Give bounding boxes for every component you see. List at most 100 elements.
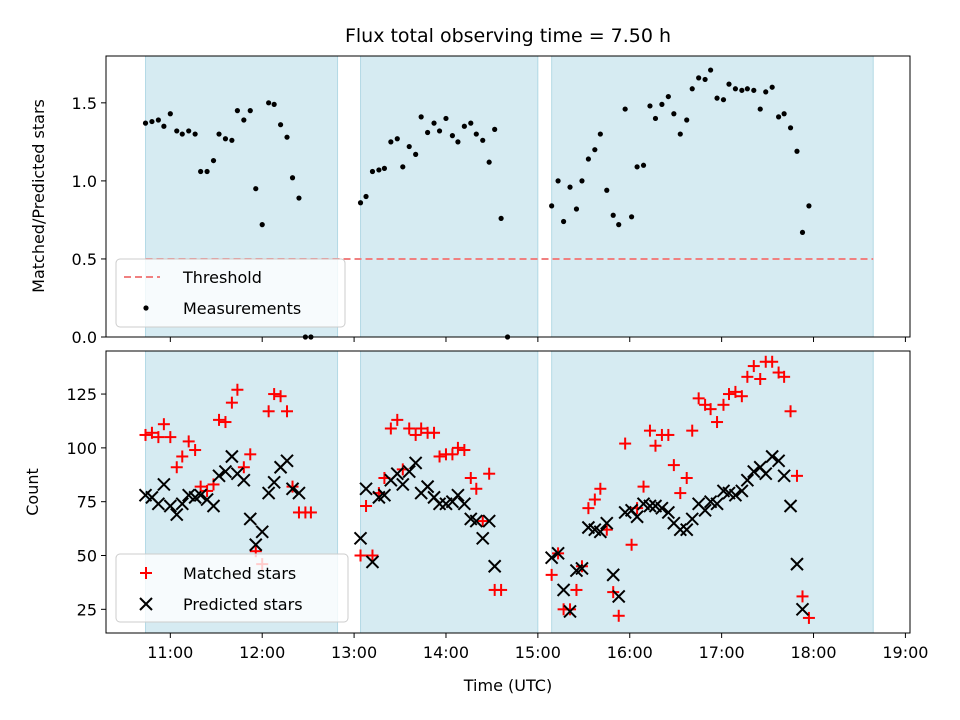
predicted-point-b [261, 486, 276, 500]
measurement-point [480, 137, 486, 143]
predicted-point-b [457, 497, 472, 511]
matched-point [802, 611, 815, 624]
top-y-ticks: 0.0 0.5 1.0 1.5 [72, 94, 106, 347]
measurement-point [149, 118, 155, 125]
predicted-point-b [703, 494, 718, 509]
matched-point [729, 385, 742, 398]
measurement-point [369, 168, 376, 175]
predicted-point-b [390, 466, 404, 481]
observing-window-3 [551, 350, 874, 634]
predicted-point [544, 550, 559, 565]
matched-point [391, 413, 404, 426]
y-tick-label: 0.0 [72, 328, 97, 347]
matched-point [570, 583, 583, 596]
matched-point [189, 444, 202, 457]
predicted-point-b [673, 522, 687, 537]
matched-point [643, 424, 656, 437]
measurement-point [363, 193, 369, 200]
matched-point [778, 370, 791, 383]
predicted-point [280, 454, 294, 468]
predicted-point-b [771, 454, 786, 468]
predicted-point-b [396, 477, 410, 492]
measurement-point [744, 86, 750, 92]
legend-matched-label: Matched stars [183, 564, 296, 583]
measurement-point [204, 168, 210, 175]
predicted-point [225, 449, 239, 464]
measurement-point [555, 178, 561, 184]
measurement-point [498, 215, 504, 221]
matched-point [711, 416, 724, 429]
measurement-point [289, 175, 296, 181]
predicted-point [292, 486, 306, 500]
legend-predicted-swatch [139, 597, 153, 611]
matched-point [747, 360, 760, 373]
predicted-point-b [643, 499, 657, 513]
measurement-point [592, 147, 598, 153]
predicted-point [243, 512, 257, 526]
measurement-point [266, 100, 272, 106]
measurement-point [776, 114, 782, 120]
measurement-point [357, 200, 364, 206]
predicted-point [420, 479, 435, 494]
measurement-point [155, 117, 161, 123]
predicted-point [285, 482, 300, 496]
predicted-point [390, 466, 404, 481]
predicted-point [469, 514, 484, 528]
predicted-point [432, 497, 447, 511]
predicted-point [377, 488, 392, 502]
predicted-point [476, 531, 490, 545]
observing-window-2 [360, 350, 539, 634]
measurement-point [436, 128, 443, 134]
predicted-point-b [212, 469, 226, 483]
predicted-point [643, 499, 657, 513]
predicted-point-b [451, 488, 465, 502]
predicted-point-b [359, 482, 373, 496]
measurement-point [604, 187, 610, 193]
y-tick-label: 0.5 [72, 250, 97, 269]
matched-point [366, 549, 379, 562]
predicted-point [612, 589, 626, 604]
measurement-point [413, 151, 419, 157]
measurement-point [671, 111, 677, 117]
predicted-point [759, 466, 773, 481]
matched-point [680, 472, 693, 485]
measurement-point [425, 129, 431, 136]
matched-point [464, 472, 477, 485]
predicted-point-b [365, 555, 380, 569]
predicted-point-b [200, 492, 214, 507]
matched-point [428, 426, 441, 439]
measurement-point [720, 97, 727, 103]
matched-point [152, 431, 165, 444]
matched-point [231, 383, 244, 396]
predicted-point [451, 488, 465, 502]
matched-point [735, 390, 748, 403]
predicted-point-b [556, 583, 571, 597]
predicted-point [255, 525, 269, 539]
measurement-point [732, 86, 739, 92]
measurement-point [473, 131, 479, 137]
measurement-point [222, 136, 229, 142]
matched-point [674, 487, 687, 500]
predicted-point [710, 497, 724, 511]
measurement-point [174, 128, 180, 134]
predicted-point [728, 488, 743, 502]
predicted-point [396, 477, 410, 492]
predicted-point [655, 501, 669, 515]
y-tick-label: 50 [77, 547, 97, 566]
matched-point [545, 568, 558, 581]
measurement-point [579, 178, 585, 184]
predicted-point [783, 499, 798, 513]
matched-point [588, 493, 601, 506]
matched-point [415, 422, 428, 435]
measurement-point [573, 206, 580, 212]
matched-point [213, 413, 226, 426]
predicted-point-b [487, 559, 502, 573]
measurement-point [640, 162, 647, 168]
predicted-point-b [728, 488, 743, 502]
predicted-point [487, 559, 502, 573]
predicted-point-b [464, 512, 478, 526]
measurement-point [757, 106, 763, 112]
matched-point [722, 388, 735, 401]
measurement-point [610, 212, 616, 218]
bottom-legend: Matched stars Predicted stars [115, 553, 349, 623]
